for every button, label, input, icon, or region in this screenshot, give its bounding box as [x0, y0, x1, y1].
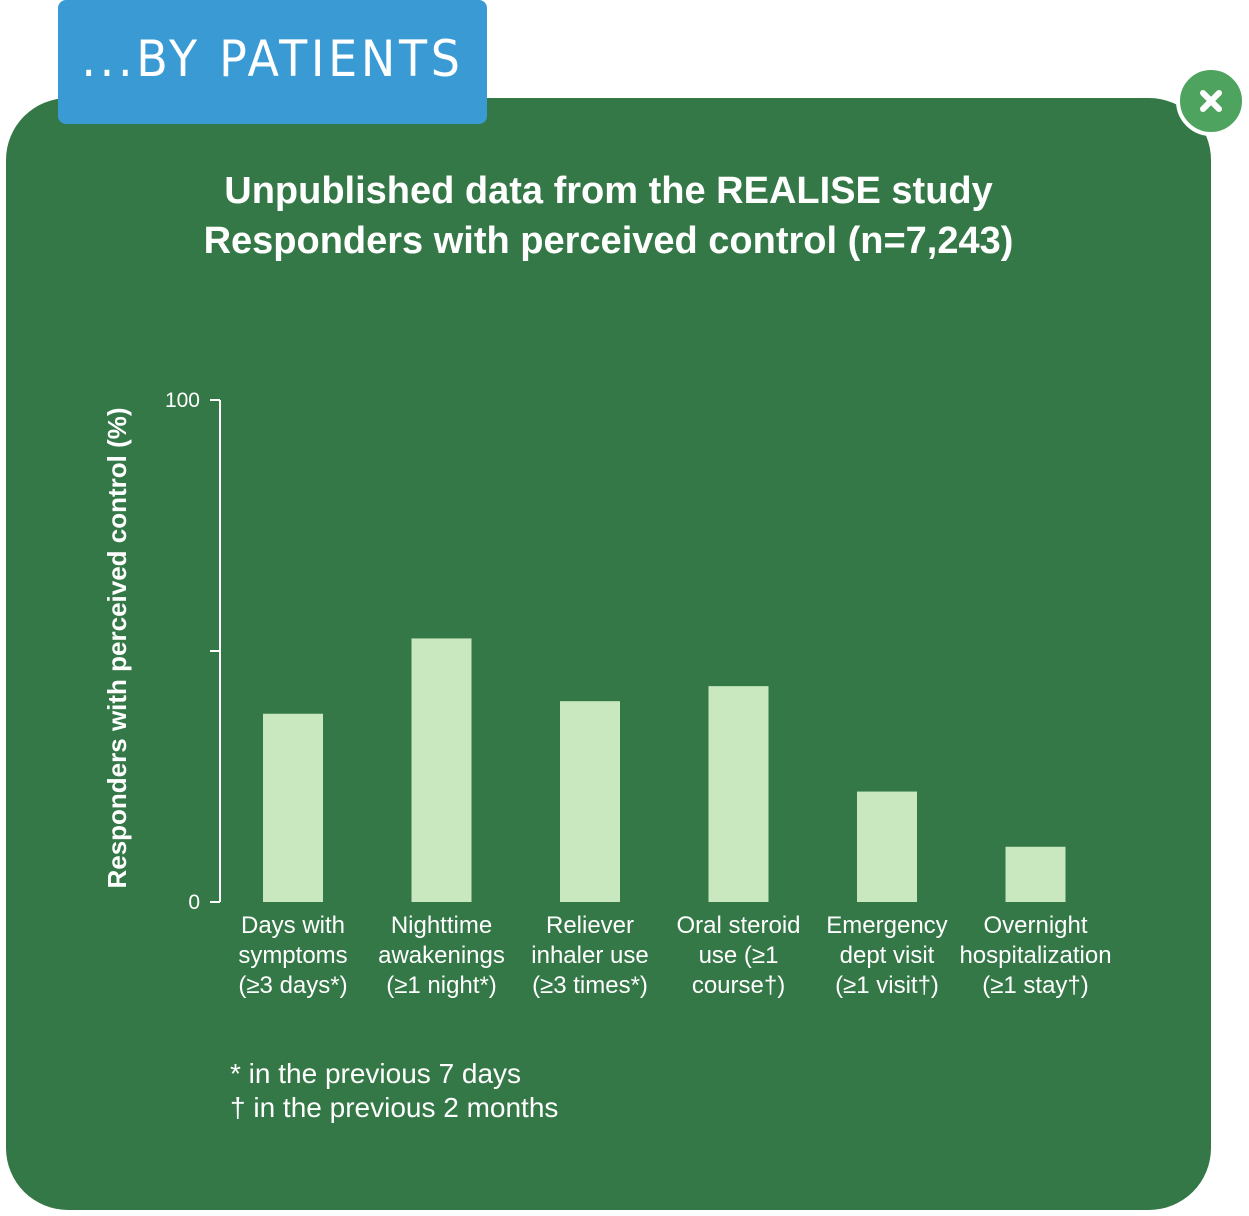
- close-button[interactable]: [1176, 66, 1246, 136]
- y-tick-label: 0: [188, 891, 200, 914]
- y-tick-label: 100: [165, 389, 200, 412]
- x-tick-label: Emergency dept visit (≥1 visit†): [826, 912, 947, 999]
- chart-title: Unpublished data from the REALISE study: [224, 170, 993, 212]
- x-tick-label: Overnight hospitalization (≥1 stay†): [959, 912, 1111, 999]
- chart-subtitle: Responders with perceived control (n=7,2…: [203, 220, 1014, 262]
- bar: [857, 791, 917, 902]
- x-tick-label: Reliever inhaler use (≥3 times*): [531, 912, 648, 999]
- bar: [1005, 846, 1066, 902]
- footnote-days: * in the previous 7 days: [230, 1058, 522, 1089]
- x-tick-label: Oral steroid use (≥1 course†): [676, 912, 800, 999]
- bars: [263, 638, 1066, 902]
- bar: [708, 686, 769, 902]
- chart-panel: [6, 98, 1211, 1210]
- footnote-months: † in the previous 2 months: [230, 1092, 559, 1123]
- close-icon: [1200, 90, 1222, 112]
- x-tick-label: Nighttime awakenings (≥1 night*): [378, 912, 505, 999]
- section-tab: ...BY PATIENTS: [58, 0, 487, 124]
- x-tick-label: Days with symptoms (≥3 days*): [238, 912, 347, 999]
- y-ticks: 0 100: [165, 389, 220, 914]
- bar: [263, 713, 323, 902]
- y-axis-label: Responders with perceived control (%): [102, 407, 132, 888]
- tab-label: ...BY PATIENTS: [81, 30, 464, 88]
- x-tick-labels: Days with symptoms (≥3 days*) Nighttime awak…: [238, 912, 1111, 999]
- bar: [560, 701, 620, 902]
- bar: [411, 638, 472, 902]
